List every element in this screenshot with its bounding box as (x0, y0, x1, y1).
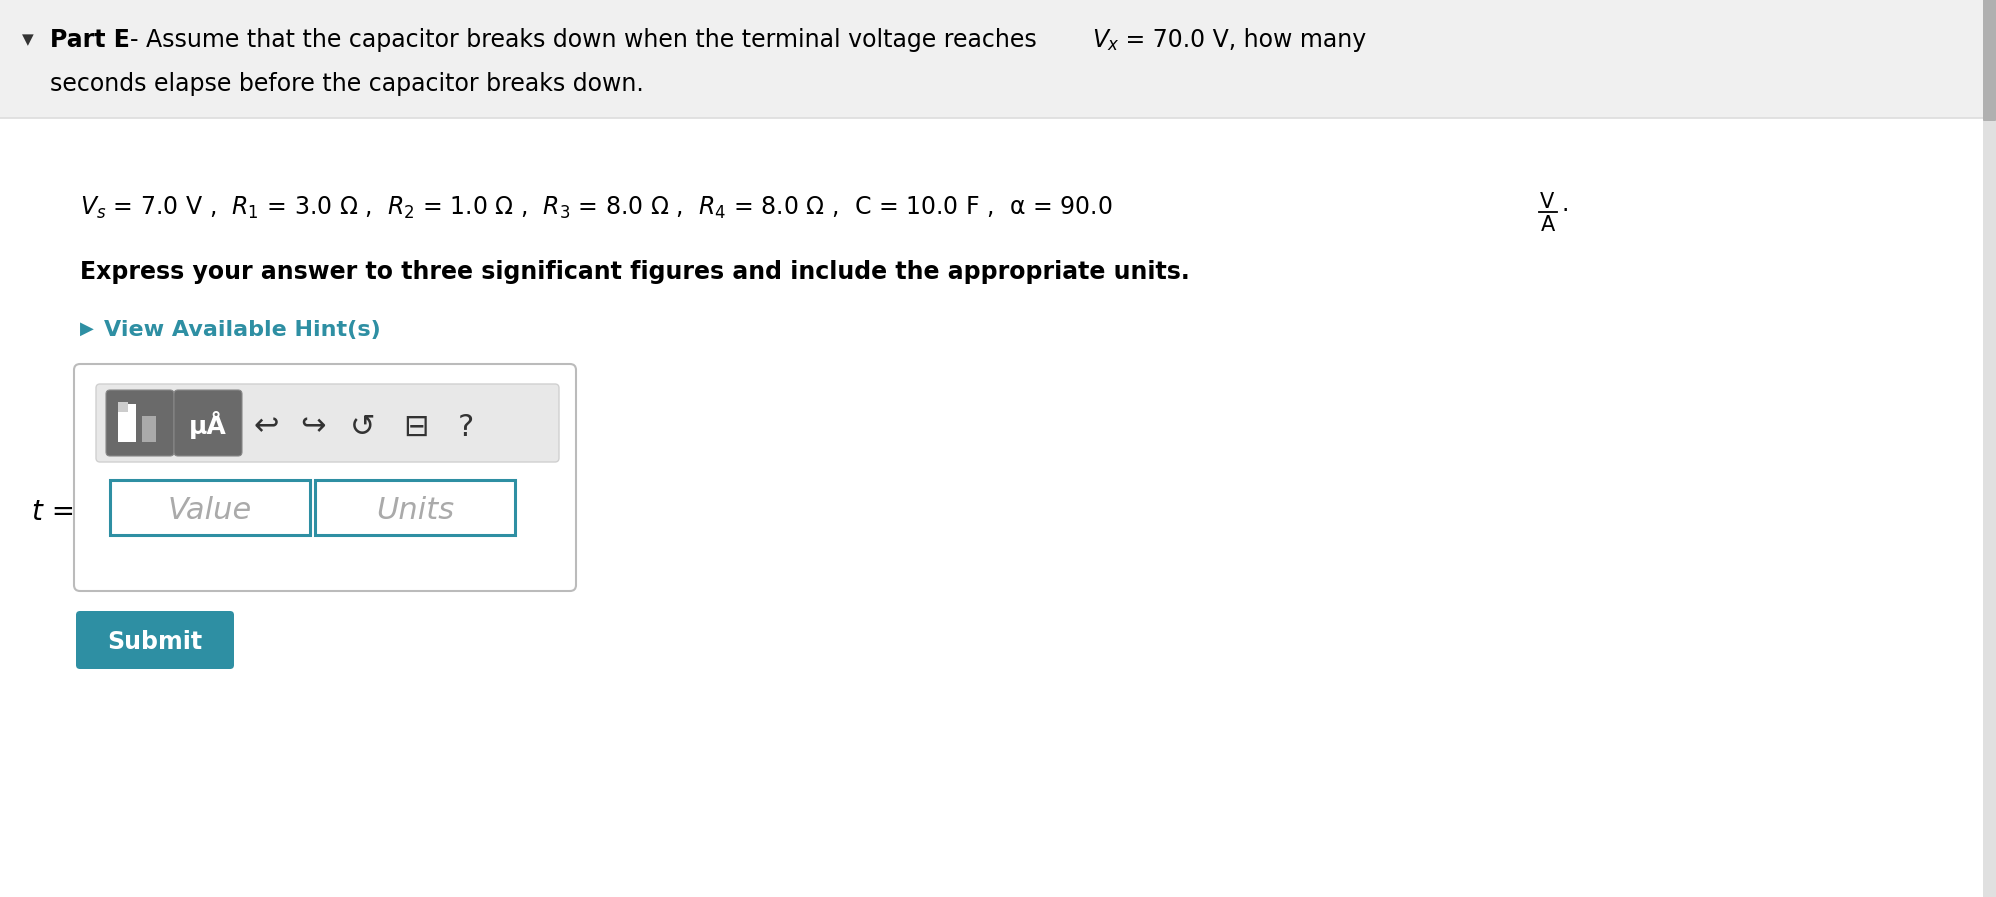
FancyBboxPatch shape (76, 611, 234, 669)
Text: ⊟: ⊟ (403, 413, 429, 441)
Text: $V_s$ = 7.0 V ,  $R_1$ = 3.0 Ω ,  $R_2$ = 1.0 Ω ,  $R_3$ = 8.0 Ω ,  $R_4$ = 8.0 : $V_s$ = 7.0 V , $R_1$ = 3.0 Ω , $R_2$ = … (80, 195, 1114, 222)
FancyBboxPatch shape (142, 416, 156, 442)
Text: ▶: ▶ (80, 320, 94, 338)
FancyBboxPatch shape (0, 118, 1996, 897)
Text: V: V (1092, 28, 1108, 52)
Text: x: x (1108, 36, 1118, 54)
Text: Part E: Part E (50, 28, 130, 52)
Text: View Available Hint(s): View Available Hint(s) (104, 320, 381, 340)
Text: ↺: ↺ (349, 413, 375, 441)
Text: seconds elapse before the capacitor breaks down.: seconds elapse before the capacitor brea… (50, 72, 645, 96)
FancyBboxPatch shape (1982, 0, 1996, 121)
Text: = 70.0 V, how many: = 70.0 V, how many (1118, 28, 1365, 52)
Text: ?: ? (457, 413, 475, 441)
Text: A: A (1541, 215, 1555, 235)
Text: .: . (1563, 192, 1569, 216)
Text: V: V (1541, 192, 1555, 212)
Text: Units: Units (375, 496, 453, 525)
Text: - Assume that the capacitor breaks down when the terminal voltage reaches: - Assume that the capacitor breaks down … (130, 28, 1044, 52)
Text: μÅ: μÅ (190, 411, 228, 439)
Text: t =: t = (32, 498, 76, 526)
FancyBboxPatch shape (96, 384, 559, 462)
FancyBboxPatch shape (118, 404, 136, 442)
Text: Submit: Submit (108, 630, 202, 654)
FancyBboxPatch shape (0, 0, 1996, 118)
Text: ↩: ↩ (253, 413, 279, 441)
FancyBboxPatch shape (110, 480, 309, 535)
FancyBboxPatch shape (74, 364, 577, 591)
FancyBboxPatch shape (174, 390, 242, 456)
Text: ↪: ↪ (299, 413, 325, 441)
Text: Express your answer to three significant figures and include the appropriate uni: Express your answer to three significant… (80, 260, 1190, 284)
FancyBboxPatch shape (118, 402, 128, 412)
FancyBboxPatch shape (1982, 0, 1996, 897)
FancyBboxPatch shape (106, 390, 174, 456)
Text: ▼: ▼ (22, 32, 34, 47)
Text: Value: Value (168, 496, 251, 525)
FancyBboxPatch shape (315, 480, 515, 535)
